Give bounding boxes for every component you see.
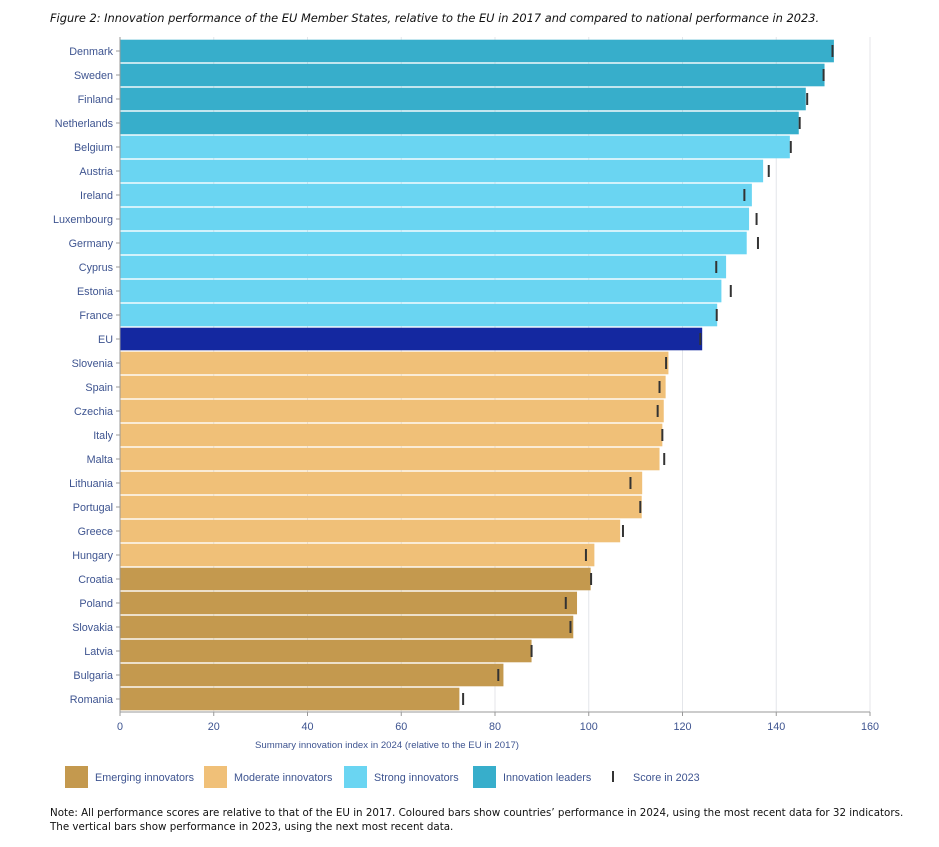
x-tick-label-20: 20 xyxy=(208,721,220,733)
label-luxembourg: Luxembourg xyxy=(53,214,113,226)
label-spain: Spain xyxy=(85,382,113,394)
label-malta: Malta xyxy=(87,454,113,466)
label-slovenia: Slovenia xyxy=(72,358,113,370)
bar-cyprus xyxy=(120,255,727,279)
x-tick-label-0: 0 xyxy=(117,721,123,733)
figure-title: Figure 2: Innovation performance of the … xyxy=(50,11,820,25)
label-cyprus: Cyprus xyxy=(79,262,114,274)
x-tick-label-100: 100 xyxy=(580,721,598,733)
bar-portugal xyxy=(120,495,642,519)
label-denmark: Denmark xyxy=(69,46,113,58)
bar-bulgaria xyxy=(120,663,504,687)
bar-ireland xyxy=(120,183,752,207)
label-hungary: Hungary xyxy=(72,550,113,562)
bar-hungary xyxy=(120,543,595,567)
label-finland: Finland xyxy=(78,94,113,106)
bar-greece xyxy=(120,519,621,543)
bar-netherlands xyxy=(120,111,799,135)
x-tick-label-60: 60 xyxy=(395,721,407,733)
label-czechia: Czechia xyxy=(74,406,113,418)
label-netherlands: Netherlands xyxy=(55,118,114,130)
legend-swatch-strong xyxy=(344,766,367,788)
bar-denmark xyxy=(120,39,834,63)
bar-lithuania xyxy=(120,471,643,495)
legend-label-emerging: Emerging innovators xyxy=(95,772,195,784)
legend-swatch-emerging xyxy=(65,766,88,788)
x-axis: 0 20 40 60 80 100 120 140 160 xyxy=(117,711,879,733)
bars xyxy=(120,39,834,711)
bar-malta xyxy=(120,447,660,471)
bar-czechia xyxy=(120,399,664,423)
bar-belgium xyxy=(120,135,790,159)
bar-sweden xyxy=(120,63,825,87)
label-ireland: Ireland xyxy=(80,190,113,202)
bar-germany xyxy=(120,231,747,255)
footnote: Note: All performance scores are relativ… xyxy=(50,807,904,833)
x-tick-label-120: 120 xyxy=(673,721,691,733)
x-tick-label-160: 160 xyxy=(861,721,879,733)
legend-label-leader: Innovation leaders xyxy=(503,772,592,784)
label-latvia: Latvia xyxy=(84,646,113,658)
bar-france xyxy=(120,303,718,327)
markers-2023 xyxy=(462,45,834,705)
label-portugal: Portugal xyxy=(73,502,113,514)
bar-slovakia xyxy=(120,615,574,639)
legend: Emerging innovators Moderate innovators St… xyxy=(65,766,700,788)
bar-finland xyxy=(120,87,806,111)
label-romania: Romania xyxy=(70,694,113,706)
bar-latvia xyxy=(120,639,532,663)
bar-estonia xyxy=(120,279,722,303)
category-labels: Denmark Sweden Finland Netherlands Belgium Au… xyxy=(53,37,121,712)
x-tick-label-140: 140 xyxy=(767,721,785,733)
bar-poland xyxy=(120,591,578,615)
label-austria: Austria xyxy=(79,166,113,178)
bar-slovenia xyxy=(120,351,669,375)
chart-svg: Denmark Sweden Finland Netherlands Belgium Au… xyxy=(53,37,879,788)
label-germany: Germany xyxy=(69,238,114,250)
bar-romania xyxy=(120,687,460,711)
label-france: France xyxy=(79,310,113,322)
label-poland: Poland xyxy=(79,598,113,610)
label-greece: Greece xyxy=(78,526,113,538)
bar-italy xyxy=(120,423,663,447)
legend-label-strong: Strong innovators xyxy=(374,772,459,784)
label-bulgaria: Bulgaria xyxy=(73,670,113,682)
legend-swatch-moderate xyxy=(204,766,227,788)
legend-label-marker: Score in 2023 xyxy=(633,772,700,784)
bar-eu xyxy=(120,327,703,351)
label-belgium: Belgium xyxy=(74,142,113,154)
label-slovakia: Slovakia xyxy=(72,622,113,634)
legend-swatch-leader xyxy=(473,766,496,788)
bar-austria xyxy=(120,159,764,183)
legend-label-moderate: Moderate innovators xyxy=(234,772,333,784)
label-croatia: Croatia xyxy=(78,574,113,586)
x-tick-label-40: 40 xyxy=(301,721,313,733)
label-italy: Italy xyxy=(93,430,113,442)
label-lithuania: Lithuania xyxy=(69,478,113,490)
x-tick-label-80: 80 xyxy=(489,721,501,733)
label-eu: EU xyxy=(98,334,113,346)
label-sweden: Sweden xyxy=(74,70,113,82)
bar-spain xyxy=(120,375,666,399)
x-axis-title: Summary innovation index in 2024 (relati… xyxy=(255,740,519,751)
bar-croatia xyxy=(120,567,591,591)
label-estonia: Estonia xyxy=(77,286,113,298)
bar-luxembourg xyxy=(120,207,750,231)
